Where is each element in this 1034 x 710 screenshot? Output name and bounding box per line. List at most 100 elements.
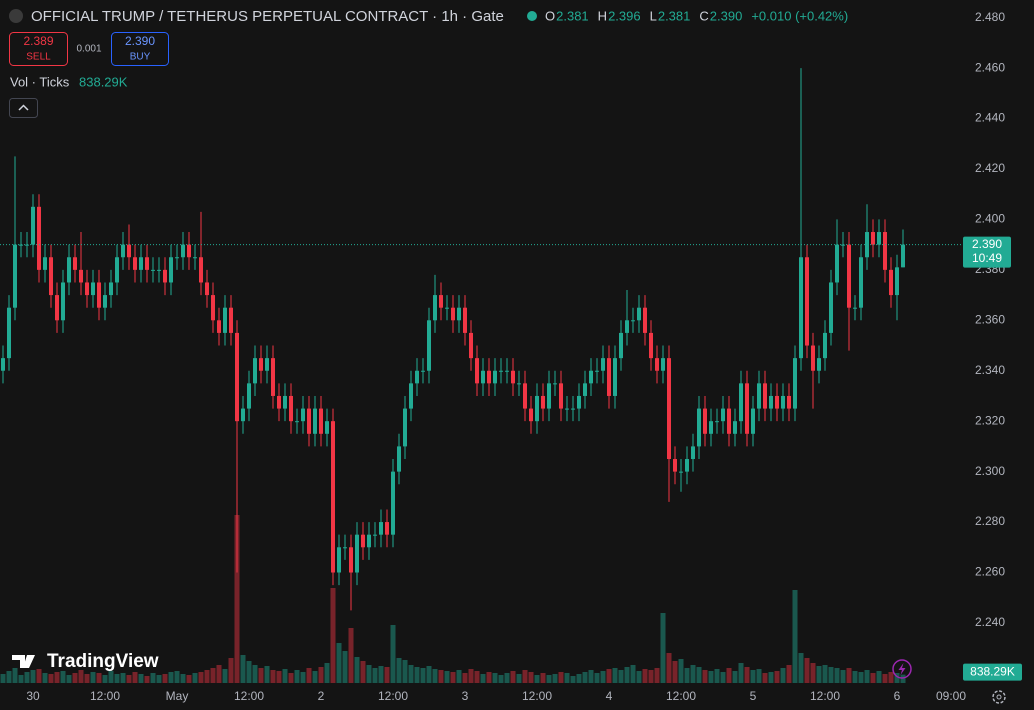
candle-body [91,282,95,296]
volume-bar [312,671,318,683]
volume-legend-value: 838.29K [79,74,128,89]
volume-bar [540,673,546,683]
alert-button[interactable] [892,659,912,679]
candle-body [823,332,827,359]
volume-bar [804,658,810,683]
x-tick-label: 4 [606,689,613,703]
volume-bar [822,665,828,683]
candle-body [859,257,863,308]
candle-body [895,267,899,296]
candle-body [229,307,233,333]
volume-bar [618,670,624,683]
volume-bar [234,515,240,683]
x-tick-label: 12:00 [234,689,264,703]
candle-body [457,307,461,321]
volume-bar [240,655,246,683]
candle-body [385,522,389,535]
brand-logo [12,655,35,668]
candle-body [583,383,587,396]
volume-layer [0,515,906,683]
candle-body [535,395,539,422]
volume-bar [78,670,84,683]
candle-body [391,471,395,535]
volume-bar [852,671,858,683]
volume-bar [168,672,174,683]
candle-body [187,244,191,258]
candle-body [745,383,749,434]
buy-button[interactable] [111,32,169,66]
market-status[interactable] [527,11,537,21]
volume-bar [150,673,156,683]
volume-bar [180,674,186,683]
y-tick-label: 2.480 [975,10,1005,24]
candle-body [1,358,5,371]
candle-body [577,395,581,409]
volume-bar [102,675,108,683]
sell-button[interactable] [9,32,68,66]
candle-body [877,232,881,245]
candle-body [733,421,737,434]
candle-layer [0,68,963,611]
volume-bar [570,676,576,683]
volume-bar [138,674,144,683]
volume-bar [378,666,384,683]
volume-bar [528,672,534,683]
candle-body [751,408,755,434]
candle-body [871,232,875,245]
candle-body [283,395,287,409]
volume-bar [468,669,474,683]
volume-bar [534,675,540,683]
volume-bar [450,672,456,683]
settings-button[interactable] [992,690,1006,704]
candle-body [829,282,833,333]
volume-bar [90,672,96,683]
chart-title: OFFICIAL TRUMP / TETHERUS PERPETUAL CONT… [31,8,504,25]
candle-body [7,307,11,359]
candle-body [475,358,479,384]
y-tick-label: 2.300 [975,464,1005,478]
candle-body [157,269,161,271]
volume-bar [108,671,114,683]
price-tag-value: 2.390 [972,237,1002,251]
price-tag [963,236,1011,268]
candle-body [337,547,341,573]
candle-body [319,408,323,434]
volume-bar [348,628,354,683]
candle-body [697,408,701,447]
volume-bar [384,667,390,683]
candle-body [253,358,257,384]
volume-bar [486,672,492,683]
candle-body [607,358,611,396]
candle-body [649,332,653,359]
candle-body [217,320,221,333]
volume-bar [390,625,396,683]
volume-bar [162,674,168,683]
candle-body [49,257,53,296]
candle-body [901,244,905,268]
volume-bar [858,672,864,683]
volume-bar [276,671,282,683]
volume-bar [564,673,570,683]
candle-body [397,446,401,472]
candle-body [145,257,149,270]
y-tick-label: 2.240 [975,615,1005,629]
volume-bar [282,669,288,683]
collapse-button[interactable] [9,98,38,118]
volume-bar [882,674,888,683]
volume-bar [798,653,804,683]
x-tick-label: 30 [26,689,40,703]
volume-bar [846,668,852,683]
candle-body [289,395,293,422]
candle-body [97,282,101,308]
volume-bar [366,665,372,683]
volume-bar [432,669,438,683]
volume-bar [828,667,834,683]
volume-bar [738,663,744,683]
candle-body [325,421,329,434]
candle-body [223,307,227,333]
candle-body [601,358,605,371]
candle-body [553,383,557,385]
volume-bar [336,643,342,683]
candle-body [565,408,569,410]
